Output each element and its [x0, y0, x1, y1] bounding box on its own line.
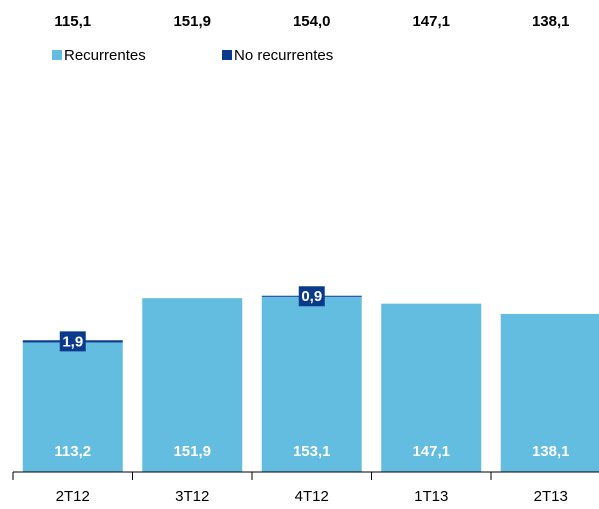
bar-segment — [142, 298, 243, 472]
value-label: 1,9 — [62, 333, 83, 350]
x-tick-label: 4T12 — [295, 488, 329, 505]
x-tick-label: 2T13 — [534, 488, 568, 505]
value-label: 147,1 — [412, 443, 450, 460]
total-label: 115,1 — [54, 13, 91, 30]
legend-label: Recurrentes — [64, 47, 146, 64]
legend-swatch — [222, 50, 232, 60]
total-label: 147,1 — [412, 13, 450, 30]
bar-segment — [261, 296, 362, 472]
x-tick-label: 1T13 — [414, 488, 448, 505]
value-label-box — [59, 331, 86, 352]
x-tick-label: 3T12 — [175, 488, 209, 505]
value-label: 0,9 — [301, 288, 322, 305]
x-tick-label: 2T12 — [56, 488, 90, 505]
total-label: 154,0 — [293, 13, 331, 30]
legend-swatch — [52, 50, 62, 60]
value-label: 113,2 — [54, 443, 91, 460]
bar-segment — [22, 342, 123, 472]
legend-label: No recurrentes — [234, 47, 333, 64]
value-label: 138,1 — [532, 443, 570, 460]
bar-segment — [381, 303, 482, 472]
value-label: 153,1 — [293, 443, 331, 460]
value-label-box — [298, 286, 325, 307]
bar-segment — [500, 313, 599, 472]
total-label: 151,9 — [173, 13, 211, 30]
total-label: 138,1 — [532, 13, 570, 30]
value-label: 151,9 — [173, 443, 211, 460]
